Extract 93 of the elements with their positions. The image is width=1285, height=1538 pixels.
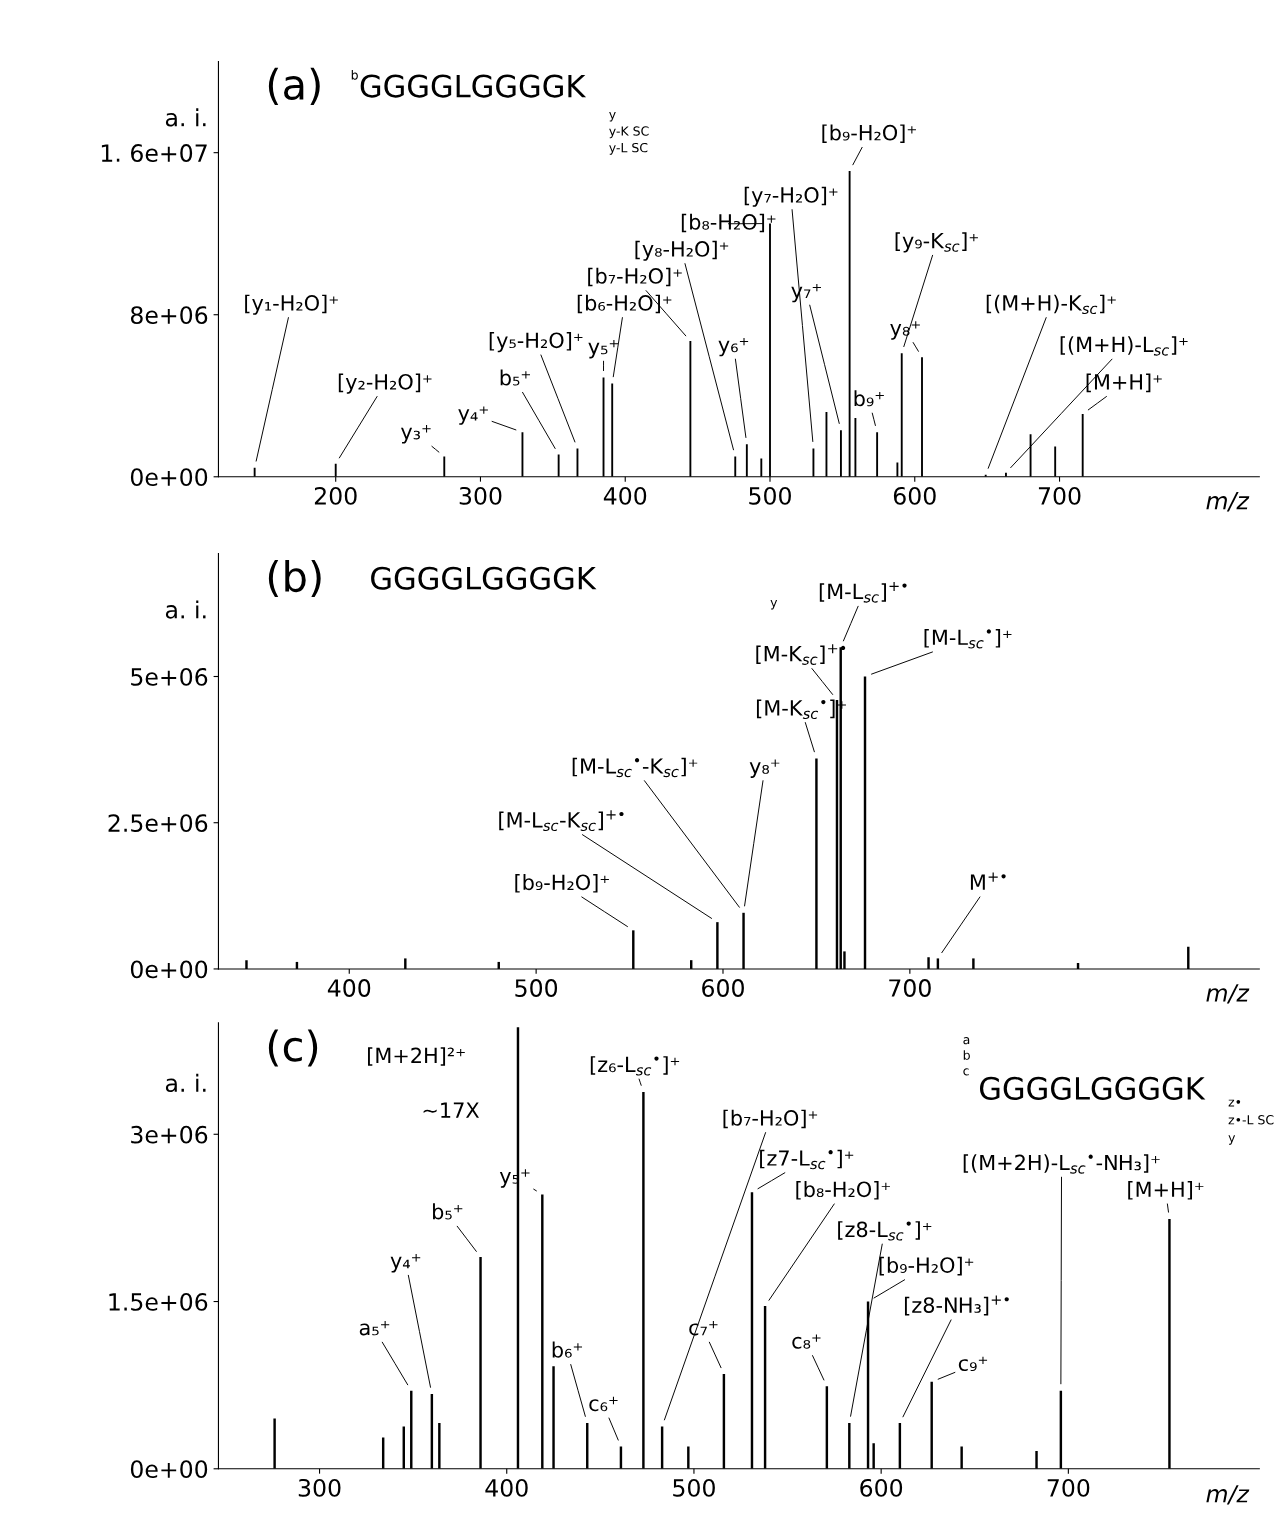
- y-tick-label: 0e+00: [130, 1460, 208, 1479]
- annotation: [M-L$_{sc}$]$^{+•}$: [819, 581, 907, 603]
- x-tick-label: 400: [327, 979, 371, 997]
- annotation: y: [1228, 1135, 1236, 1145]
- annotation: [y₁-H₂O]⁺: [245, 294, 338, 315]
- chart-title: (c): [268, 1029, 318, 1067]
- annotation: [y₇-H₂O]⁺: [744, 186, 838, 207]
- annotation: y₈⁺: [749, 759, 780, 778]
- annotation: ~17X: [423, 1102, 479, 1118]
- annotation: [b₉-H₂O]⁺: [515, 874, 609, 893]
- x-tick-label: 400: [603, 486, 647, 505]
- annotation: [z7-L$_{sc}$$^{•}$]⁺: [760, 1149, 854, 1170]
- annotation: b₉⁺: [854, 390, 884, 407]
- y-tick-label: 5e+06: [131, 667, 208, 686]
- annotation: [y₉-K$_{sc}$]⁺: [895, 232, 978, 253]
- annotation: c₆⁺: [589, 1396, 618, 1412]
- x-axis-title: m/z: [1206, 1485, 1250, 1505]
- chart-subtitle: GGGGLGGGGK: [360, 74, 587, 98]
- y-axis-title: a. i.: [165, 1073, 206, 1093]
- annotation: [(M+2H)-L$_{sc}$$^{•}$-NH₃]⁺: [963, 1154, 1160, 1174]
- annotation: [z8-L$_{sc}$$^{•}$]⁺: [838, 1221, 932, 1241]
- y-axis-title: a. i.: [165, 600, 206, 619]
- annotation: [M-L$_{sc}$-K$_{sc}$]$^{+•}$: [499, 810, 624, 832]
- y-tick-label: 0e+00: [130, 960, 208, 979]
- x-tick-label: 400: [485, 1478, 528, 1497]
- y-tick-label: 8e+06: [130, 306, 208, 325]
- annotation: [y₅-H₂O]⁺: [489, 332, 583, 353]
- y-tick-label: 1.5e+06: [109, 1292, 208, 1311]
- chart-title: (b): [268, 559, 321, 598]
- y-tick-label: 2.5e+06: [108, 814, 208, 833]
- annotation: [b₉-H₂O]⁺: [879, 1256, 974, 1276]
- annotation: [b₈-H₂O]⁺: [796, 1181, 890, 1200]
- x-tick-label: 700: [1047, 1478, 1090, 1497]
- annotation: y: [770, 600, 778, 610]
- annotation: b: [963, 1050, 970, 1060]
- y-tick-label: 3e+06: [131, 1125, 208, 1144]
- x-tick-label: 500: [749, 486, 791, 505]
- y-tick-label: 1. 6e+07: [101, 144, 207, 162]
- x-tick-label: 200: [314, 486, 357, 505]
- annotation: [M-L$_{sc}$$^{•}$-K$_{sc}$]⁺: [572, 757, 698, 778]
- annotation: z•: [1228, 1099, 1241, 1107]
- annotation: y: [609, 112, 616, 122]
- y-tick-label: 0e+00: [130, 468, 208, 487]
- x-axis-title: m/z: [1206, 492, 1250, 512]
- annotation: [z8-NH₃]$^{+•}$: [904, 1295, 1009, 1316]
- x-tick-label: 600: [860, 1478, 903, 1497]
- y-axis-title: a. i.: [165, 108, 206, 127]
- annotation: b₆⁺: [552, 1341, 583, 1358]
- text: GGGGLGGGGK: [979, 1076, 1206, 1100]
- annotation: b: [351, 70, 358, 80]
- annotation: y₅⁺: [588, 339, 619, 359]
- annotation: [(M+H)-L$_{sc}$]⁺: [1060, 336, 1188, 356]
- annotation: [M+H]⁺: [1128, 1181, 1204, 1200]
- annotation: b₅⁺: [433, 1203, 463, 1220]
- annotation: c₇⁺: [689, 1321, 718, 1336]
- x-tick-label: 500: [673, 1478, 715, 1497]
- annotation: [b₆-H₂O]⁺: [577, 294, 672, 314]
- annotation: [M-L$_{sc}$$^{•}$]⁺: [924, 629, 1012, 649]
- annotation: a₅⁺: [359, 1321, 390, 1336]
- x-tick-label: 300: [459, 486, 502, 505]
- annotation: y₆⁺: [718, 337, 749, 357]
- annotation: c: [963, 1068, 969, 1076]
- annotation: y-K SC: [609, 126, 649, 139]
- annotation: [y₂-H₂O]⁺: [338, 373, 432, 394]
- annotation: [(M+H)-K$_{sc}$]⁺: [986, 294, 1116, 315]
- x-tick-label: 300: [298, 1478, 341, 1497]
- annotation: [b₇-H₂O]⁺: [588, 267, 682, 287]
- x-tick-label: 500: [515, 979, 558, 997]
- annotation: y₃⁺: [400, 425, 431, 444]
- annotation: y₄⁺: [390, 1254, 421, 1273]
- annotation: y₄⁺: [458, 406, 488, 425]
- x-axis-title: m/z: [1206, 984, 1250, 1004]
- annotation: b₅⁺: [500, 369, 530, 386]
- annotation: [M+2H]²⁺: [368, 1047, 465, 1066]
- x-tick-label: 600: [702, 979, 744, 997]
- annotation: [z₆-L$_{sc}$$^{•}$]⁺: [590, 1056, 680, 1076]
- annotation: M$^{+•}$: [970, 872, 1006, 890]
- x-tick-label: 700: [889, 979, 931, 997]
- annotation: [M+H]⁺: [1086, 373, 1162, 393]
- chart-subtitle: GGGGLGGGGK: [371, 566, 597, 590]
- annotation: [b₉-H₂O]⁺: [822, 124, 916, 143]
- annotation: [M-K$_{sc}$]$^{+•}$: [756, 644, 846, 665]
- annotation: c₈⁺: [792, 1334, 821, 1349]
- chart-title: (a): [268, 67, 320, 105]
- annotation: y-L SC: [609, 142, 648, 155]
- annotation: [b₇-H₂O]⁺: [723, 1109, 818, 1129]
- annotation: [y₈-H₂O]⁺: [635, 240, 729, 261]
- x-tick-label: 700: [1038, 486, 1081, 505]
- annotation: c₉⁺: [958, 1356, 988, 1372]
- x-tick-label: 600: [893, 486, 936, 505]
- annotation: a: [963, 1037, 970, 1045]
- annotation: z•-L SC: [1228, 1115, 1274, 1125]
- annotation: [b₈-H₂O]⁺: [681, 213, 776, 233]
